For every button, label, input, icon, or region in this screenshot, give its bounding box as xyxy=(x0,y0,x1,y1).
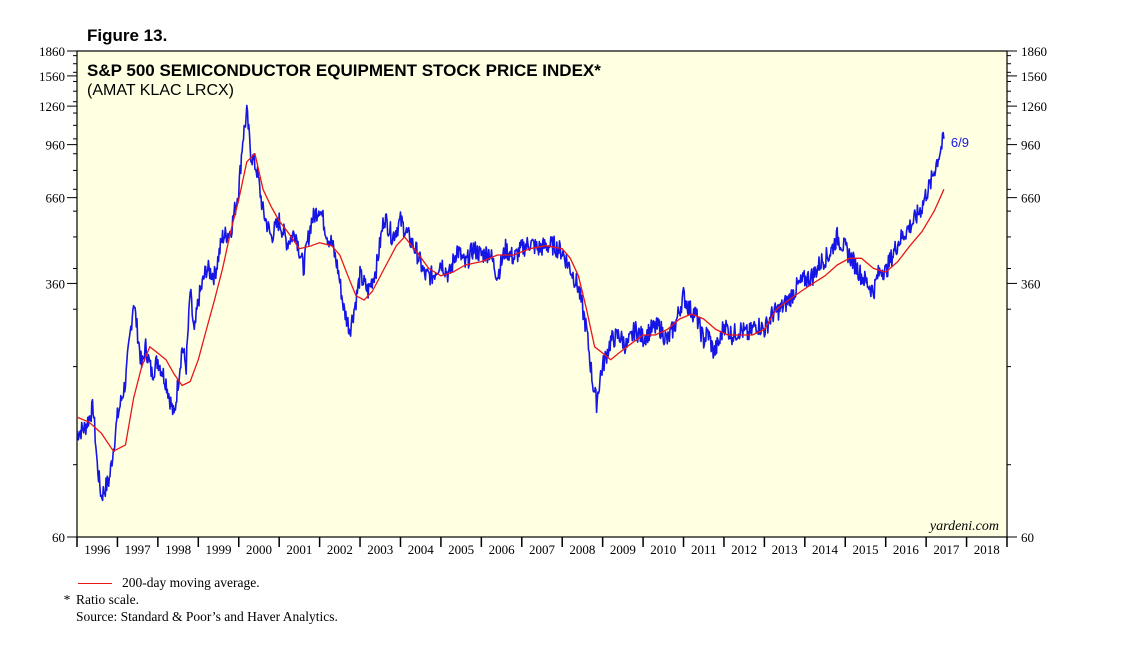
x-tick-label: 2009 xyxy=(610,542,636,557)
note-text: Ratio scale. xyxy=(76,592,139,607)
x-tick-label: 2002 xyxy=(327,542,353,557)
y-tick-label-left: 1860 xyxy=(39,44,65,59)
x-tick-label: 2008 xyxy=(569,542,595,557)
x-tick-label: 2005 xyxy=(448,542,474,557)
x-tick-label: 2012 xyxy=(731,542,757,557)
x-tick-label: 2001 xyxy=(286,542,312,557)
index-series-line xyxy=(76,104,945,502)
footnotes: 200-day moving average. * Ratio scale. So… xyxy=(58,574,338,625)
y-tick-label-left: 1560 xyxy=(39,69,65,84)
y-tick-label-left: 60 xyxy=(52,530,65,545)
x-tick-label: 2014 xyxy=(812,542,839,557)
y-tick-label-right: 660 xyxy=(1021,191,1041,206)
moving-average-line xyxy=(76,153,945,452)
note-star: * xyxy=(63,592,71,607)
x-tick-label: 2010 xyxy=(650,542,676,557)
x-tick-label: 2007 xyxy=(529,542,556,557)
y-tick-label-right: 1260 xyxy=(1021,99,1047,114)
y-tick-label-left: 360 xyxy=(46,276,66,291)
watermark: yardeni.com xyxy=(928,519,999,534)
x-tick-label: 2000 xyxy=(246,542,272,557)
x-tick-label: 2006 xyxy=(489,542,516,557)
y-tick-label-right: 360 xyxy=(1021,276,1041,291)
figure-label: Figure 13. xyxy=(87,26,168,45)
x-tick-label: 2015 xyxy=(852,542,878,557)
x-tick-label: 1999 xyxy=(206,542,232,557)
y-tick-label-left: 1260 xyxy=(39,99,65,114)
y-tick-label-right: 1560 xyxy=(1021,69,1047,84)
end-date-label: 6/9 xyxy=(951,135,969,150)
x-tick-label: 2017 xyxy=(933,542,960,557)
y-tick-label-left: 960 xyxy=(46,138,66,153)
x-tick-label: 2004 xyxy=(408,542,435,557)
legend-row: 200-day moving average. xyxy=(58,574,338,591)
x-tick-label: 2013 xyxy=(772,542,798,557)
y-tick-label-right: 60 xyxy=(1021,530,1034,545)
x-tick-label: 1997 xyxy=(125,542,152,557)
plot-area xyxy=(76,50,1008,538)
chart-subtitle: (AMAT KLAC LRCX) xyxy=(87,82,234,99)
x-tick-label: 2011 xyxy=(691,542,717,557)
x-tick-label: 2003 xyxy=(367,542,393,557)
x-tick-label: 2016 xyxy=(893,542,920,557)
source-text: Source: Standard & Poor’s and Haver Anal… xyxy=(76,609,338,624)
x-tick-label: 1998 xyxy=(165,542,191,557)
y-tick-label-right: 1860 xyxy=(1021,44,1047,59)
x-tick-label: 1996 xyxy=(84,542,111,557)
x-tick-label: 2018 xyxy=(974,542,1000,557)
legend-label: 200-day moving average. xyxy=(122,575,260,590)
y-tick-label-left: 660 xyxy=(46,191,66,206)
source-note: Source: Standard & Poor’s and Haver Anal… xyxy=(58,608,338,625)
note-ratio-scale: * Ratio scale. xyxy=(58,591,338,608)
y-tick-label-right: 960 xyxy=(1021,138,1041,153)
chart-title: S&P 500 SEMICONDUCTOR EQUIPMENT STOCK PR… xyxy=(87,61,601,80)
legend-swatch-red xyxy=(78,583,112,585)
